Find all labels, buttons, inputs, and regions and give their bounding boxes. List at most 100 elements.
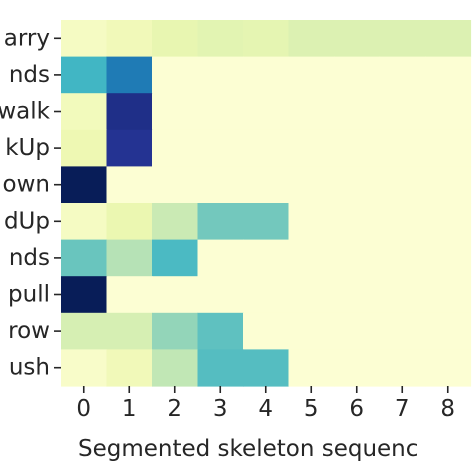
heatmap-cell — [288, 312, 335, 350]
heatmap-cell — [243, 312, 290, 350]
heatmap-cell — [106, 93, 153, 131]
heatmap-cell — [152, 349, 199, 387]
heatmap-cell — [334, 129, 381, 167]
heatmap-cell — [425, 93, 472, 131]
heatmap-cell — [334, 239, 381, 277]
heatmap-cell — [106, 56, 153, 94]
heatmap-cell — [243, 203, 290, 241]
y-tick-label: dUp — [4, 208, 50, 234]
heatmap-cell — [288, 166, 335, 204]
heatmap-cell — [425, 203, 472, 241]
heatmap-cell — [288, 239, 335, 277]
heatmap-cell — [334, 203, 381, 241]
y-tick-label: own — [3, 172, 50, 198]
heatmap-cell — [379, 203, 426, 241]
heatmap-cell — [243, 166, 290, 204]
heatmap-cell — [425, 349, 472, 387]
heatmap-cell — [106, 276, 153, 314]
y-tick-label: nds — [9, 62, 50, 88]
x-tick-label: 7 — [395, 396, 410, 422]
heatmap-cell — [288, 203, 335, 241]
heatmap-cell — [288, 56, 335, 94]
heatmap-cell — [379, 239, 426, 277]
heatmap-cell — [288, 349, 335, 387]
heatmap-cell — [106, 203, 153, 241]
x-axis: 0 1 2 3 4 5 6 7 8 — [76, 386, 455, 422]
heatmap-cell — [379, 93, 426, 131]
heatmap-cell — [243, 129, 290, 167]
heatmap-cell — [106, 166, 153, 204]
y-axis: arry nds walk kUp own dUp nds pull row ush — [0, 25, 61, 381]
heatmap-cell — [106, 20, 153, 58]
heatmap-cell — [197, 276, 244, 314]
y-tick-label: ush — [9, 355, 50, 381]
x-axis-label: Segmented skeleton sequenc — [78, 436, 418, 462]
heatmap-cell — [61, 129, 108, 167]
heatmap-cell — [379, 166, 426, 204]
heatmap-cell — [152, 312, 199, 350]
x-tick-label: 2 — [167, 396, 182, 422]
heatmap-cell — [61, 166, 108, 204]
x-tick-label: 8 — [440, 396, 455, 422]
heatmap-cell — [425, 56, 472, 94]
y-tick-label: kUp — [5, 135, 50, 161]
heatmap-cell — [61, 20, 108, 58]
heatmap-cell — [197, 349, 244, 387]
heatmap-cell — [425, 129, 472, 167]
heatmap-cell — [152, 239, 199, 277]
heatmap-cell — [106, 239, 153, 277]
heatmap-cell — [425, 312, 472, 350]
heatmap-cell — [61, 239, 108, 277]
y-tick-label: pull — [8, 282, 50, 308]
heatmap-cell — [243, 56, 290, 94]
heatmap-cell — [61, 56, 108, 94]
heatmap-cell — [425, 20, 472, 58]
heatmap-cell — [152, 20, 199, 58]
heatmap-cell — [197, 20, 244, 58]
heatmap-cell — [197, 239, 244, 277]
heatmap-cell — [243, 93, 290, 131]
heatmap-cell — [61, 93, 108, 131]
heatmap-cells — [61, 20, 472, 387]
y-tick-label: arry — [4, 25, 50, 51]
heatmap-cell — [334, 20, 381, 58]
heatmap-cell — [288, 276, 335, 314]
x-tick-label: 6 — [349, 396, 364, 422]
x-tick-label: 4 — [258, 396, 273, 422]
heatmap-cell — [152, 129, 199, 167]
heatmap-cell — [379, 56, 426, 94]
x-tick-label: 5 — [304, 396, 319, 422]
heatmap-cell — [61, 312, 108, 350]
heatmap-cell — [197, 166, 244, 204]
heatmap-cell — [197, 312, 244, 350]
heatmap-cell — [197, 56, 244, 94]
heatmap-cell — [106, 312, 153, 350]
heatmap-cell — [243, 349, 290, 387]
x-tick-label: 0 — [76, 396, 91, 422]
heatmap-cell — [197, 129, 244, 167]
heatmap-cell — [334, 276, 381, 314]
heatmap-cell — [379, 20, 426, 58]
heatmap-cell — [288, 20, 335, 58]
heatmap-cell — [379, 312, 426, 350]
heatmap-cell — [243, 239, 290, 277]
heatmap-cell — [425, 276, 472, 314]
heatmap-cell — [61, 276, 108, 314]
heatmap-cell — [106, 129, 153, 167]
heatmap-cell — [334, 166, 381, 204]
heatmap-cell — [425, 239, 472, 277]
heatmap-cell — [334, 312, 381, 350]
y-tick-label: row — [8, 318, 50, 344]
heatmap-cell — [152, 166, 199, 204]
heatmap-cell — [243, 276, 290, 314]
heatmap-cell — [379, 129, 426, 167]
heatmap-cell — [197, 93, 244, 131]
x-tick-label: 3 — [213, 396, 228, 422]
heatmap-cell — [106, 349, 153, 387]
heatmap-cell — [379, 349, 426, 387]
heatmap-cell — [425, 166, 472, 204]
heatmap-cell — [152, 276, 199, 314]
heatmap-cell — [61, 203, 108, 241]
heatmap-cell — [61, 349, 108, 387]
